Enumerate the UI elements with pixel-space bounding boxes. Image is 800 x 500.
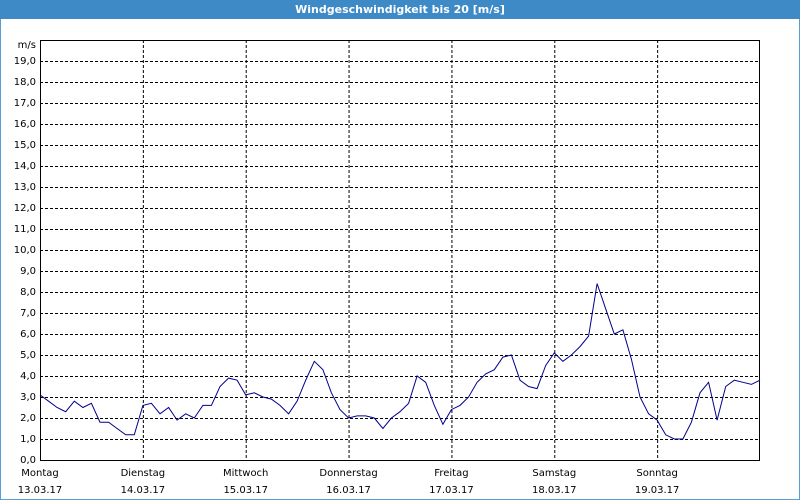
x-tick-date: 13.03.17 [18,485,63,496]
x-tick-label: Montag [21,468,58,479]
y-tick-label: 13,0 [14,182,36,193]
y-tick-label: 3,0 [20,392,36,403]
x-tick-label: Donnerstag [319,468,377,479]
title-bar [0,0,800,19]
y-tick-label: 9,0 [20,266,36,277]
y-tick-label: 4,0 [20,371,36,382]
y-tick-label: 11,0 [14,224,36,235]
x-tick-date: 18.03.17 [532,485,577,496]
y-tick-label: 19,0 [14,56,36,67]
x-tick-date: 15.03.17 [223,485,268,496]
x-tick-label: Sonntag [636,468,678,479]
y-tick-label: 2,0 [20,413,36,424]
x-tick-date: 14.03.17 [121,485,166,496]
wind-line [39,283,761,440]
y-tick-label: 10,0 [14,245,36,256]
x-tick-label: Samstag [532,468,576,479]
y-tick-label: 14,0 [14,161,36,172]
x-tick-label: Dienstag [121,468,166,479]
y-tick-label: 8,0 [20,287,36,298]
y-tick-label: 7,0 [20,308,36,319]
x-tick-label: Freitag [434,468,468,479]
y-tick-label: 6,0 [20,329,36,340]
y-tick-label: 5,0 [20,350,36,361]
x-tick-date: 16.03.17 [326,485,371,496]
chart-title: Windgeschwindigkeit bis 20 [m/s] [295,3,505,16]
y-tick-label: 17,0 [14,98,36,109]
y-tick-label: 15,0 [14,140,36,151]
plot-frame [40,40,760,461]
y-tick-label: 18,0 [14,77,36,88]
y-tick-label: 0,0 [20,455,36,466]
y-tick-label: 1,0 [20,434,36,445]
y-unit: m/s [18,40,36,51]
x-tick-label: Mittwoch [223,468,268,479]
y-tick-label: 12,0 [14,203,36,214]
x-tick-date: 19.03.17 [635,485,680,496]
x-tick-date: 17.03.17 [429,485,474,496]
y-tick-label: 16,0 [14,119,36,130]
